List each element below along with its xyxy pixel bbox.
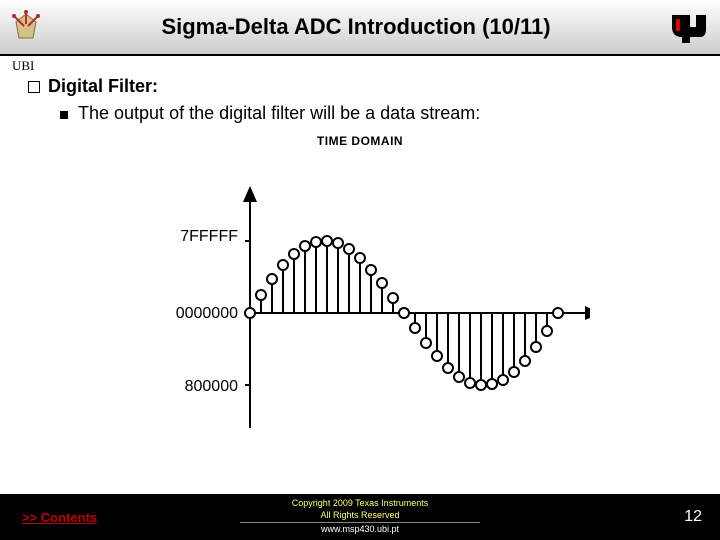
svg-text:7FFFFF: 7FFFFF bbox=[180, 228, 238, 245]
heading-text: Digital Filter: bbox=[48, 76, 158, 97]
filled-square-bullet-icon bbox=[60, 111, 68, 119]
contents-link[interactable]: >> Contents bbox=[22, 510, 97, 525]
university-crest-icon bbox=[6, 8, 46, 48]
heading-line: Digital Filter: bbox=[28, 76, 692, 97]
slide-number: 12 bbox=[684, 508, 702, 526]
copyright-block: Copyright 2009 Texas Instruments All Rig… bbox=[240, 498, 480, 536]
slide-title: Sigma-Delta ADC Introduction (10/11) bbox=[46, 14, 666, 40]
ti-logo-icon bbox=[666, 5, 710, 49]
hollow-square-bullet-icon bbox=[28, 81, 40, 93]
slide-header: Sigma-Delta ADC Introduction (10/11) bbox=[0, 0, 720, 56]
copyright-line-1: Copyright 2009 Texas Instruments bbox=[292, 498, 428, 508]
chart-title: TIME DOMAIN bbox=[28, 134, 692, 148]
time-domain-chart: 7FFFFF 0000000 800000 bbox=[130, 148, 590, 448]
chart-area: TIME DOMAIN 7FFFFF 0000000 800000 bbox=[28, 134, 692, 448]
slide-content: Digital Filter: The output of the digita… bbox=[0, 56, 720, 448]
sub-text: The output of the digital filter will be… bbox=[78, 103, 480, 124]
sub-line: The output of the digital filter will be… bbox=[28, 103, 692, 124]
ubi-label: UBI bbox=[12, 58, 34, 74]
footer-url: www.msp430.ubi.pt bbox=[240, 522, 480, 536]
copyright-line-2: All Rights Reserved bbox=[320, 510, 399, 520]
svg-text:800000: 800000 bbox=[185, 378, 238, 395]
svg-text:0000000: 0000000 bbox=[176, 305, 238, 322]
slide-footer: >> Contents Copyright 2009 Texas Instrum… bbox=[0, 494, 720, 540]
